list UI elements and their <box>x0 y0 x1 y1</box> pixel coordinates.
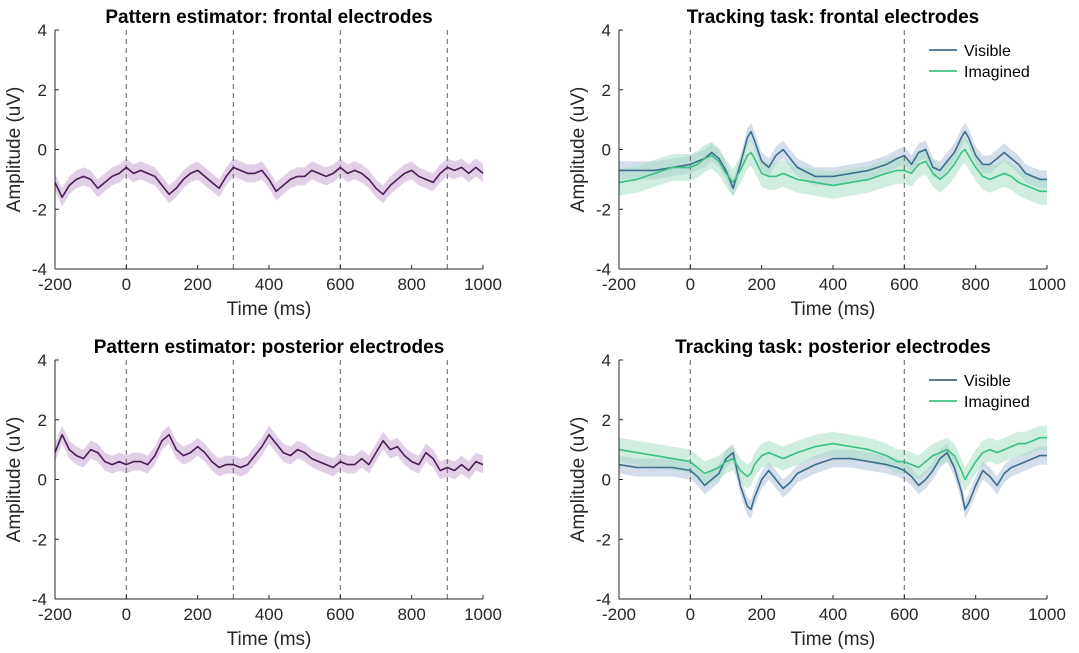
x-tick-label: 400 <box>255 275 283 294</box>
series-line-1 <box>54 433 484 472</box>
chart-title: Tracking task: posterior electrodes <box>675 337 991 358</box>
x-axis-label: Time (ms) <box>227 629 312 650</box>
legend-label-visible: Visible <box>964 373 1011 390</box>
x-tick-label: 1000 <box>464 275 502 294</box>
y-tick-label: 0 <box>602 141 611 160</box>
y-tick-label: 2 <box>38 411 47 430</box>
y-tick-label: 2 <box>602 411 611 430</box>
x-axis-label: Time (ms) <box>791 629 876 650</box>
x-tick-label: -200 <box>38 275 72 294</box>
chart-panel-4: -200 0 200 400 600 800 1000 -4 -2 0 2 4 Tracking tas… <box>568 337 1066 650</box>
y-tick-label: 2 <box>38 81 47 100</box>
x-tick-label: -200 <box>38 605 72 624</box>
x-tick-label: 1000 <box>1028 605 1066 624</box>
y-tick-label: -2 <box>596 530 611 549</box>
y-axis-label: Amplitude (uV) <box>4 417 25 543</box>
x-tick-label: 0 <box>122 275 131 294</box>
chart-title: Tracking task: frontal electrodes <box>687 7 980 28</box>
y-tick-label: 4 <box>38 21 47 40</box>
y-axis-label: Amplitude (uV) <box>4 87 25 213</box>
legend-label-imagined: Imagined <box>964 64 1030 81</box>
x-tick-label: 600 <box>326 605 354 624</box>
y-tick-label: -4 <box>32 590 47 609</box>
x-tick-label: 400 <box>255 605 283 624</box>
series-line-2 <box>618 148 1047 193</box>
x-tick-label: 600 <box>890 275 918 294</box>
series-line-1 <box>618 451 1047 511</box>
chart-title: Pattern estimator: frontal electrodes <box>105 7 432 28</box>
y-tick-label: 4 <box>38 351 47 370</box>
chart-title: Pattern estimator: posterior electrodes <box>94 337 445 358</box>
x-tick-label: 200 <box>747 275 775 294</box>
x-tick-label: 0 <box>686 275 695 294</box>
y-axis-label: Amplitude (uV) <box>568 417 589 543</box>
x-tick-label: 1000 <box>1028 275 1066 294</box>
y-tick-label: -2 <box>32 200 47 219</box>
y-tick-label: 2 <box>602 81 611 100</box>
x-tick-label: 600 <box>326 275 354 294</box>
y-tick-label: 0 <box>38 141 47 160</box>
y-axis-label: Amplitude (uV) <box>568 87 589 213</box>
y-tick-label: 4 <box>602 351 611 370</box>
x-axis-label: Time (ms) <box>227 299 312 320</box>
x-tick-label: -200 <box>602 605 636 624</box>
x-tick-label: -200 <box>602 275 636 294</box>
y-tick-label: 0 <box>38 471 47 490</box>
y-tick-label: -4 <box>596 590 611 609</box>
x-tick-label: 600 <box>890 605 918 624</box>
x-tick-label: 400 <box>819 275 847 294</box>
x-axis-label: Time (ms) <box>791 299 876 320</box>
series-line-1 <box>54 166 484 199</box>
series-line-1 <box>619 130 1047 190</box>
y-tick-label: -4 <box>596 260 611 279</box>
y-tick-label: 0 <box>602 471 611 490</box>
x-tick-label: 200 <box>747 605 775 624</box>
y-tick-label: -2 <box>596 200 611 219</box>
error-band-1 <box>55 425 483 480</box>
y-tick-label: -4 <box>32 260 47 279</box>
chart-panel-3: -200 0 200 400 600 800 1000 -4 -2 0 2 4 Pattern esti… <box>4 337 502 650</box>
legend-label-visible: Visible <box>964 43 1011 60</box>
x-tick-label: 800 <box>397 605 425 624</box>
series-line-2 <box>618 436 1047 481</box>
error-band-1 <box>55 158 483 207</box>
error-band-2 <box>619 425 1047 492</box>
x-tick-label: 200 <box>183 275 211 294</box>
x-tick-label: 400 <box>819 605 847 624</box>
x-tick-label: 200 <box>183 605 211 624</box>
chart-panel-1: -200 0 200 400 600 800 1000 -4 -2 0 2 4 Pattern esti… <box>4 7 502 320</box>
y-tick-label: -2 <box>32 530 47 549</box>
x-tick-label: 0 <box>686 605 695 624</box>
y-tick-label: 4 <box>602 21 611 40</box>
x-tick-label: 800 <box>961 605 989 624</box>
chart-panel-2: -200 0 200 400 600 800 1000 -4 -2 0 2 4 Tracking tas… <box>568 7 1066 320</box>
error-band-2 <box>619 136 1047 205</box>
x-tick-label: 800 <box>961 275 989 294</box>
x-tick-label: 0 <box>122 605 131 624</box>
x-tick-label: 800 <box>397 275 425 294</box>
legend-label-imagined: Imagined <box>964 394 1030 411</box>
x-tick-label: 1000 <box>464 605 502 624</box>
